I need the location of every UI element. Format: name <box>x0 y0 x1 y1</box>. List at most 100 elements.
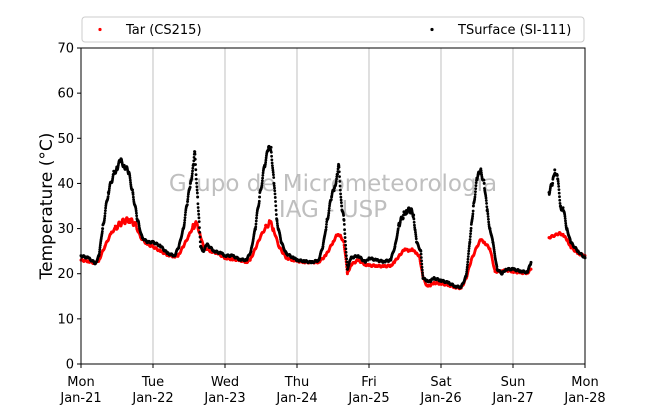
data-point <box>414 230 417 234</box>
data-point <box>343 240 347 243</box>
data-point <box>337 165 341 169</box>
data-point <box>564 221 568 225</box>
data-point <box>495 265 499 269</box>
data-point <box>529 267 533 271</box>
data-point <box>485 205 489 209</box>
data-point <box>468 240 472 244</box>
x-tick-date-label: Jan-26 <box>419 391 461 406</box>
data-point <box>469 232 472 236</box>
data-point <box>274 213 278 216</box>
data-point <box>273 189 277 193</box>
data-point <box>336 172 339 176</box>
y-tick-label: 30 <box>57 222 74 237</box>
legend: Tar (CS215) TSurface (SI-111) <box>81 16 585 43</box>
data-point <box>193 157 197 161</box>
data-point <box>339 198 343 202</box>
data-point <box>198 226 201 230</box>
data-point <box>183 216 187 220</box>
data-point <box>474 187 478 191</box>
data-point <box>122 163 126 167</box>
data-point <box>564 219 567 223</box>
data-point <box>414 235 418 238</box>
data-point <box>275 222 279 225</box>
data-point <box>196 206 200 209</box>
data-point <box>332 189 336 193</box>
data-point <box>558 202 562 205</box>
data-point <box>197 212 201 216</box>
data-point <box>556 179 560 183</box>
data-point <box>194 163 197 166</box>
data-point <box>468 235 472 238</box>
data-point <box>555 174 559 177</box>
data-point <box>274 200 277 203</box>
data-point <box>255 216 258 220</box>
x-tick-day-label: Fri <box>361 375 377 390</box>
data-point <box>413 223 416 227</box>
data-point <box>338 188 342 192</box>
data-point <box>420 262 424 266</box>
y-tick-label: 10 <box>57 312 74 327</box>
data-point <box>339 201 343 205</box>
data-series <box>79 144 587 291</box>
data-point <box>334 179 338 183</box>
x-tick-date-label: Jan-22 <box>131 391 173 406</box>
data-point <box>335 175 339 179</box>
data-point <box>274 204 278 208</box>
data-point <box>257 199 261 203</box>
data-point <box>197 216 201 220</box>
data-point <box>196 195 200 199</box>
x-tick-date-label: Jan-27 <box>491 391 533 406</box>
data-point <box>419 256 423 259</box>
data-point <box>421 274 425 277</box>
data-point <box>467 244 471 248</box>
data-point <box>98 250 101 254</box>
data-point <box>467 249 471 253</box>
data-point <box>195 181 198 185</box>
data-point <box>339 195 343 199</box>
data-point <box>254 227 257 231</box>
data-point <box>473 193 477 196</box>
x-tick-day-label: Mon <box>67 375 94 390</box>
data-point <box>420 265 424 269</box>
data-point <box>271 166 275 170</box>
data-point <box>182 223 186 227</box>
data-point <box>558 198 562 202</box>
data-point <box>465 268 469 271</box>
data-point <box>260 179 264 183</box>
data-point <box>486 215 490 218</box>
data-point <box>186 199 190 203</box>
data-point <box>261 176 264 180</box>
data-point <box>106 195 110 199</box>
legend-marker-tar <box>98 27 102 32</box>
x-tick-date-label: Jan-21 <box>59 391 101 406</box>
data-point <box>342 222 346 226</box>
data-point <box>101 227 105 231</box>
data-point <box>465 272 468 276</box>
data-point <box>412 213 416 217</box>
data-point <box>107 189 111 192</box>
data-point <box>272 176 276 179</box>
data-point <box>419 252 423 256</box>
legend-box <box>81 16 585 43</box>
legend-label-tsurface: TSurface (SI-111) <box>457 23 571 38</box>
data-point <box>272 181 276 185</box>
data-point <box>557 182 560 186</box>
data-point <box>254 219 258 223</box>
y-tick-label: 70 <box>57 42 74 57</box>
x-tick-day-label: Wed <box>211 375 239 390</box>
data-point <box>275 219 279 223</box>
data-point <box>466 263 469 267</box>
data-point <box>484 196 488 200</box>
data-point <box>191 166 195 170</box>
data-point <box>471 204 475 208</box>
data-point <box>468 238 472 241</box>
data-point <box>328 204 331 208</box>
data-point <box>327 209 331 213</box>
data-point <box>465 265 469 269</box>
data-point <box>557 188 561 192</box>
data-point <box>412 217 416 221</box>
data-point <box>270 158 274 162</box>
data-point <box>183 218 187 222</box>
y-axis-ticks: 0 10 20 30 40 50 60 70 <box>57 42 81 373</box>
data-point <box>264 160 268 164</box>
